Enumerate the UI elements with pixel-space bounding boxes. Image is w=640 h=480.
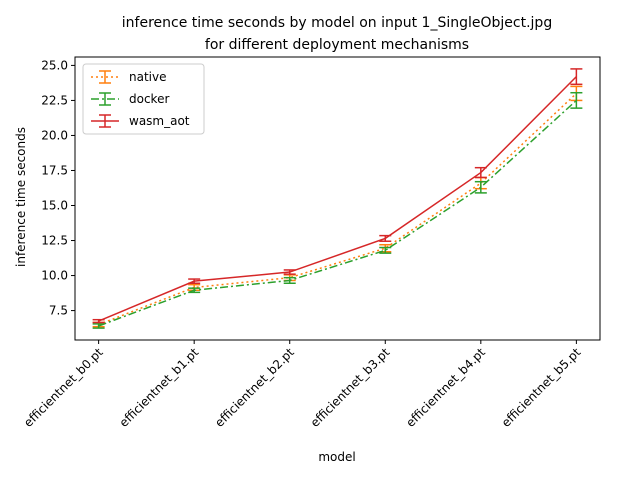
x-tick-label: efficientnet_b0.pt (21, 345, 106, 430)
series-line (98, 92, 577, 326)
legend: native docker wasm_aot (82, 63, 205, 135)
chart-subtitle: for different deployment mechanisms (205, 37, 469, 53)
axes-frame (74, 56, 601, 341)
chart-title: inference time seconds by model on input… (122, 15, 552, 31)
y-tick-label: 12.5 (41, 234, 68, 248)
series-line (98, 99, 577, 327)
legend-label: native (129, 70, 166, 84)
legend-label: wasm_aot (129, 114, 190, 128)
x-tick-label: efficientnet_b5.pt (499, 345, 584, 430)
series-line (98, 76, 577, 322)
x-tick-label: efficientnet_b4.pt (403, 345, 488, 430)
y-tick-label: 7.5 (49, 304, 68, 318)
y-tick-label: 17.5 (41, 163, 68, 177)
x-axis-label: model (318, 450, 355, 464)
y-tick-label: 20.0 (41, 128, 68, 142)
x-tick-label: efficientnet_b3.pt (308, 345, 393, 430)
series-wasm_aot (92, 68, 583, 324)
y-tick-label: 10.0 (41, 269, 68, 283)
y-tick-label: 22.5 (41, 93, 68, 107)
legend-box (82, 63, 205, 135)
legend-label: docker (129, 92, 169, 106)
y-tick-label: 25.0 (41, 58, 68, 72)
x-tick-label: efficientnet_b1.pt (117, 345, 202, 430)
x-tick-label: efficientnet_b2.pt (212, 345, 297, 430)
y-tick-label: 15.0 (41, 199, 68, 213)
series-docker (92, 91, 583, 329)
y-axis-label: inference time seconds (14, 127, 28, 267)
